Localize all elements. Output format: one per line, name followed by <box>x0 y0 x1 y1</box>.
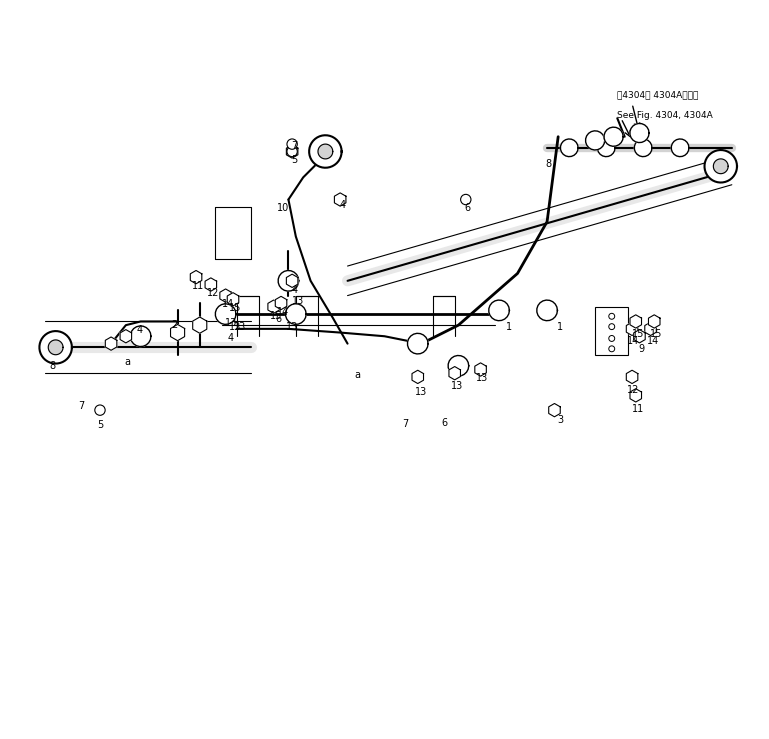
Polygon shape <box>120 330 131 343</box>
Polygon shape <box>561 139 578 157</box>
Text: 3: 3 <box>558 415 564 425</box>
Polygon shape <box>648 315 660 328</box>
Text: 15: 15 <box>229 303 241 313</box>
Text: 15: 15 <box>651 329 663 339</box>
Text: 13: 13 <box>235 322 247 333</box>
Polygon shape <box>335 193 346 206</box>
Text: 6: 6 <box>464 203 471 214</box>
Text: 13: 13 <box>415 386 428 397</box>
Text: See Fig. 4304, 4304A: See Fig. 4304, 4304A <box>618 112 713 120</box>
Polygon shape <box>448 355 469 376</box>
Polygon shape <box>105 337 117 350</box>
Text: 4: 4 <box>136 325 142 336</box>
Polygon shape <box>278 270 299 291</box>
Text: 15: 15 <box>632 329 644 339</box>
Text: 14: 14 <box>221 299 234 310</box>
Polygon shape <box>275 296 287 310</box>
Polygon shape <box>190 270 201 284</box>
Text: 5: 5 <box>291 155 298 166</box>
Polygon shape <box>449 367 461 380</box>
Polygon shape <box>626 370 638 384</box>
Circle shape <box>609 346 614 352</box>
Polygon shape <box>626 322 638 336</box>
Bar <box>595 307 628 355</box>
Polygon shape <box>630 315 641 328</box>
Polygon shape <box>412 370 424 384</box>
Text: 笥4304， 4304A図参照: 笥4304， 4304A図参照 <box>618 91 699 100</box>
Text: 1: 1 <box>557 321 563 332</box>
Text: 7: 7 <box>402 419 408 429</box>
Text: 11: 11 <box>632 403 644 414</box>
Polygon shape <box>48 340 63 355</box>
Text: 14: 14 <box>647 336 659 347</box>
Circle shape <box>609 324 614 330</box>
Text: a: a <box>355 370 360 380</box>
Polygon shape <box>286 274 298 287</box>
Polygon shape <box>205 278 217 291</box>
Circle shape <box>609 336 614 341</box>
Circle shape <box>609 313 614 319</box>
Polygon shape <box>630 389 641 402</box>
Text: 4: 4 <box>228 333 234 343</box>
Text: 13: 13 <box>292 296 305 306</box>
Polygon shape <box>586 131 604 150</box>
Polygon shape <box>704 150 737 183</box>
Text: 2: 2 <box>171 320 177 330</box>
Polygon shape <box>634 330 645 343</box>
Polygon shape <box>489 300 509 321</box>
Polygon shape <box>193 317 207 333</box>
Text: a: a <box>125 357 130 367</box>
Polygon shape <box>268 300 279 313</box>
Text: 14: 14 <box>277 307 289 317</box>
Text: 1: 1 <box>505 321 511 332</box>
Text: 12: 12 <box>207 288 219 299</box>
Text: 7: 7 <box>78 401 85 412</box>
Circle shape <box>95 405 105 415</box>
Text: 11: 11 <box>192 281 205 291</box>
Polygon shape <box>228 293 238 306</box>
Polygon shape <box>630 123 649 143</box>
Text: 13: 13 <box>451 381 463 391</box>
Polygon shape <box>286 145 298 158</box>
Polygon shape <box>671 139 689 157</box>
Polygon shape <box>549 403 561 417</box>
Text: 7: 7 <box>291 140 298 151</box>
Polygon shape <box>408 333 428 354</box>
Polygon shape <box>604 127 623 146</box>
Text: 14: 14 <box>628 336 640 347</box>
Polygon shape <box>634 139 652 157</box>
Polygon shape <box>171 324 185 341</box>
Text: 15: 15 <box>270 310 282 321</box>
Text: 4: 4 <box>339 200 345 210</box>
Text: 9: 9 <box>638 344 644 354</box>
Text: 13: 13 <box>229 321 241 332</box>
Polygon shape <box>537 300 558 321</box>
Polygon shape <box>644 322 656 336</box>
Polygon shape <box>318 144 333 159</box>
Text: 6: 6 <box>275 314 281 324</box>
Text: 6: 6 <box>441 418 448 429</box>
Polygon shape <box>285 304 306 324</box>
Polygon shape <box>598 139 615 157</box>
Text: 8: 8 <box>49 361 55 371</box>
Polygon shape <box>714 159 728 174</box>
Text: 4: 4 <box>291 285 298 295</box>
Text: 13: 13 <box>286 321 298 332</box>
Circle shape <box>461 194 471 205</box>
Polygon shape <box>474 363 486 376</box>
Text: 13: 13 <box>476 373 488 384</box>
Circle shape <box>287 139 298 149</box>
Text: 8: 8 <box>545 159 551 169</box>
Polygon shape <box>39 331 72 364</box>
Polygon shape <box>309 135 341 168</box>
Polygon shape <box>131 326 151 347</box>
Text: 5: 5 <box>97 420 103 430</box>
Polygon shape <box>220 289 231 302</box>
Text: 10: 10 <box>277 203 289 214</box>
Text: 13: 13 <box>225 318 238 328</box>
Text: 12: 12 <box>628 385 640 395</box>
Circle shape <box>287 146 298 157</box>
Polygon shape <box>215 304 236 324</box>
